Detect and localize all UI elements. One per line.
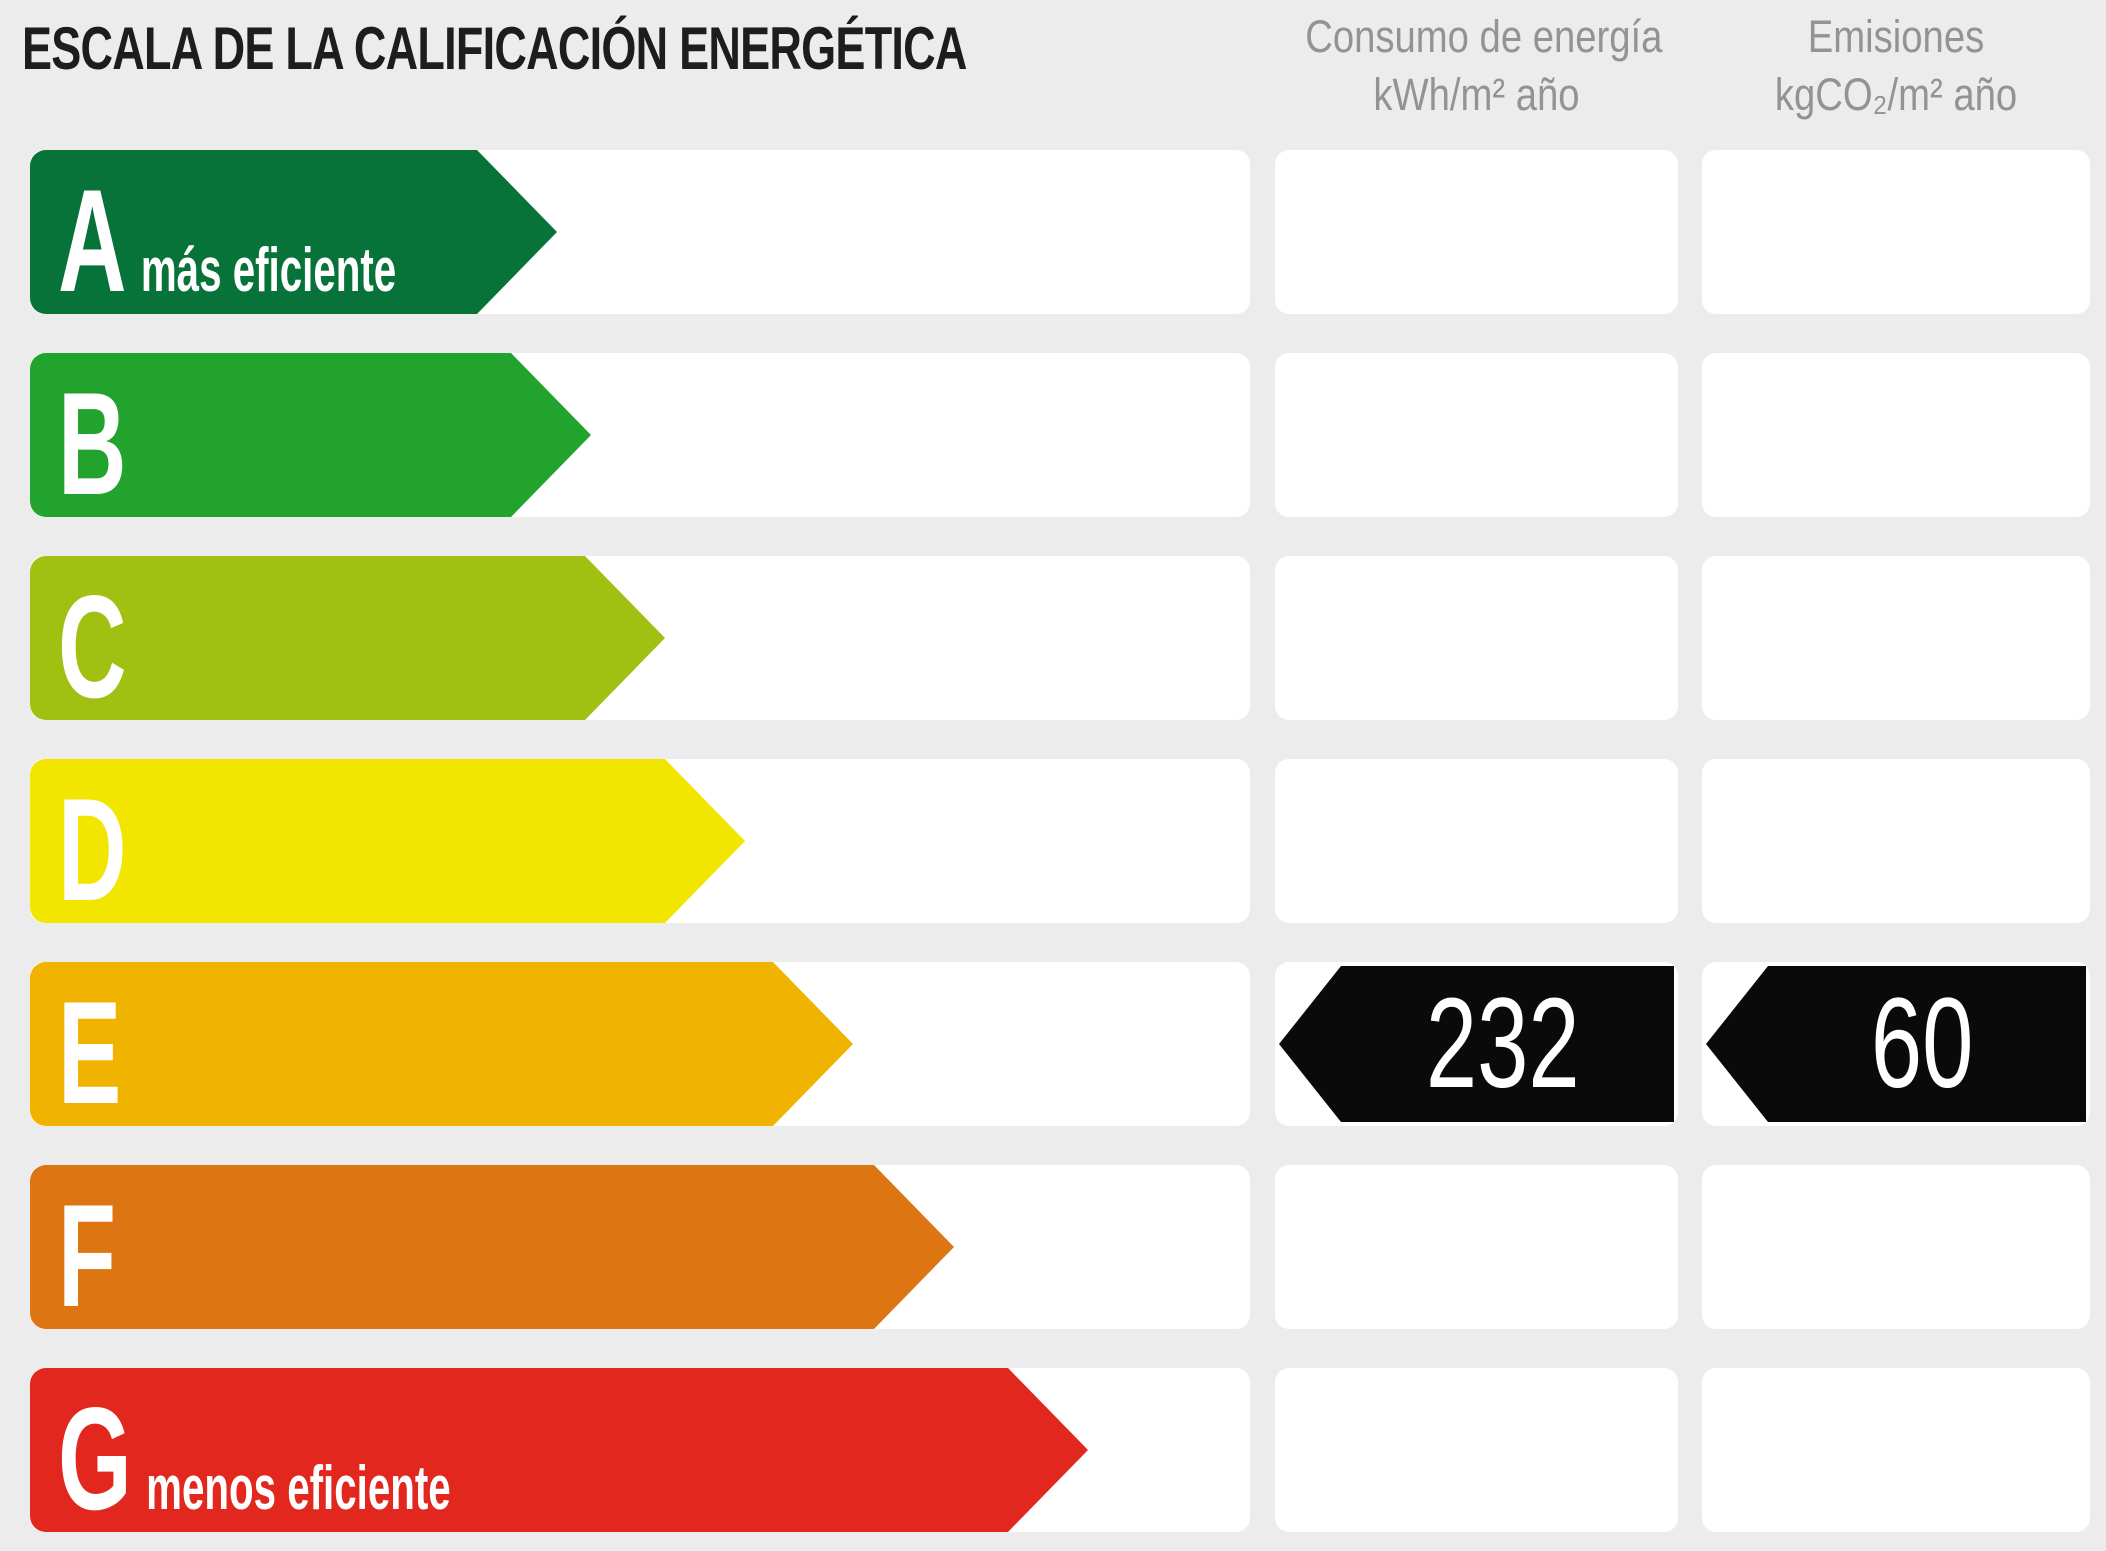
consumption-value: 232 [1425,972,1580,1115]
emissions-cell [1702,1165,2090,1329]
column-header-emissions-line2: kgCO₂/m² año [1774,69,2018,120]
rating-row-b: B [0,353,2106,517]
column-header-consumption-line2: kWh/m² año [1373,69,1580,120]
rating-qualifier-most-efficient: más eficiente [140,236,397,305]
emissions-cell [1702,150,2090,314]
consumption-cell [1275,1368,1678,1532]
consumption-cell: 232 [1275,962,1678,1126]
rating-row-e: 232 60 E [0,962,2106,1126]
emissions-cell [1702,1368,2090,1532]
rating-letter-b: B [58,362,127,525]
rating-bar-arrow-c: C [30,556,665,720]
rating-bar-arrow-d: D [30,759,745,923]
column-header-consumption-line1: Consumo de energía [1305,11,1663,62]
emissions-value: 60 [1870,972,1974,1115]
emissions-cell [1702,556,2090,720]
rating-row-f: F [0,1165,2106,1329]
rating-bar-arrow-a: A más eficiente [30,150,557,314]
rating-row-a: A más eficiente [0,150,2106,314]
rating-bar-arrow-e: E [30,962,853,1126]
consumption-cell [1275,556,1678,720]
consumption-cell [1275,759,1678,923]
rating-letter-f: F [58,1174,116,1337]
column-header-consumption: Consumo de energía kWh/m² año [1305,8,1663,124]
emissions-cell: 60 [1702,962,2090,1126]
consumption-cell [1275,1165,1678,1329]
rating-bar-arrow-g: G menos eficiente [30,1368,1088,1532]
rating-letter-e: E [58,971,122,1134]
consumption-cell [1275,353,1678,517]
column-header-emissions: Emisiones kgCO₂/m² año [1731,8,2061,124]
rating-bar-arrow-b: B [30,353,591,517]
emissions-cell [1702,759,2090,923]
rating-letter-d: D [58,768,127,931]
rating-bar-arrow-f: F [30,1165,954,1329]
rating-row-g: G menos eficiente [0,1368,2106,1532]
rating-row-c: C [0,556,2106,720]
emissions-value-arrow: 60 [1706,966,2086,1122]
rating-letter-c: C [58,565,127,728]
consumption-cell [1275,150,1678,314]
rating-letter-a: A [58,159,127,322]
rating-letter-g: G [58,1377,132,1540]
rating-qualifier-least-efficient: menos eficiente [146,1454,451,1523]
rating-row-d: D [0,759,2106,923]
column-header-emissions-line1: Emisiones [1807,11,1985,62]
emissions-cell [1702,353,2090,517]
page-title: ESCALA DE LA CALIFICACIÓN ENERGÉTICA [22,15,967,82]
consumption-value-arrow: 232 [1279,966,1674,1122]
